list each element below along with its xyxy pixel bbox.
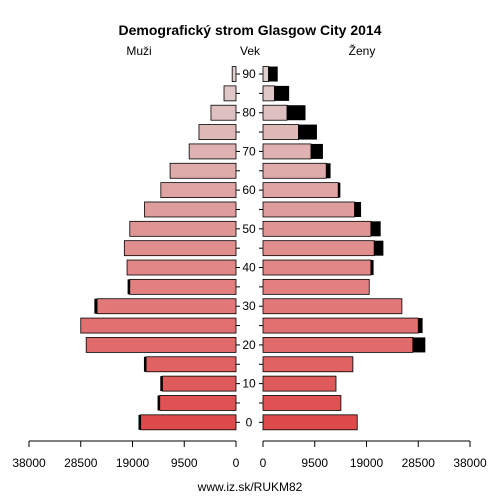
age-label: 40 [242, 261, 256, 275]
bar-women-85-89 [262, 85, 275, 102]
age-label: 90 [242, 67, 256, 81]
x-tick-label-right: 9500 [301, 456, 328, 470]
bars-layer [80, 66, 426, 431]
bar-women-55-59 [262, 201, 355, 218]
age-label: 10 [242, 377, 256, 391]
bar-women-65-69 [262, 162, 327, 179]
bar-men-excess-5-9 [157, 395, 160, 411]
bar-women-60-64 [262, 182, 339, 199]
bar-women-excess-85-89 [274, 85, 290, 101]
bar-women-excess-50-54 [370, 221, 381, 237]
bar-men-45-49 [123, 240, 237, 257]
age-label: 60 [242, 183, 256, 197]
bar-men-excess-0-4 [138, 414, 141, 430]
bar-women-excess-20-24 [412, 337, 426, 353]
bar-men-excess-15-19 [143, 356, 147, 372]
bar-men-50-54 [129, 220, 237, 237]
bar-women-25-29 [262, 317, 419, 334]
bar-men-55-59 [144, 201, 237, 218]
age-label: 20 [242, 338, 256, 352]
bar-women-10-14 [262, 375, 337, 392]
bar-men-30-34 [96, 298, 237, 315]
bar-women-50-54 [262, 220, 372, 237]
bar-women-excess-65-69 [326, 163, 331, 179]
center-label: Vek [240, 44, 261, 58]
age-label: 80 [242, 106, 256, 120]
age-label: 0 [246, 415, 253, 429]
x-tick-label-right: 19000 [350, 456, 384, 470]
bar-men-90+ [231, 66, 237, 82]
bar-women-75-79 [262, 124, 299, 140]
bar-women-90+ [262, 66, 269, 82]
bar-women-excess-40-44 [370, 260, 374, 276]
bar-women-70-74 [262, 143, 312, 160]
x-tick-label-left: 19000 [116, 456, 150, 470]
x-tick-label-left: 28500 [64, 456, 98, 470]
axes-layer: 0 10 20 30 40 50 60 70 80 90 38000 28500 19000 9500 0 0… [12, 67, 487, 470]
bar-women-20-24 [262, 337, 414, 353]
bar-men-85-89 [223, 85, 237, 102]
age-label: 30 [242, 299, 256, 313]
bar-women-15-19 [262, 356, 354, 373]
bar-men-10-14 [162, 375, 237, 392]
bar-men-5-9 [159, 395, 237, 411]
x-tick-label-left: 9500 [171, 456, 198, 470]
bar-men-excess-10-14 [160, 376, 163, 392]
bar-men-65-69 [169, 162, 237, 179]
bar-men-25-29 [80, 317, 237, 334]
bar-women-excess-55-59 [354, 201, 362, 217]
x-tick-label-left: 38000 [12, 456, 46, 470]
bar-women-excess-90+ [268, 66, 278, 82]
right-label: Ženy [349, 43, 376, 58]
bar-women-excess-60-64 [338, 182, 341, 198]
bar-women-excess-45-49 [374, 240, 384, 256]
x-tick-label-left: 0 [233, 456, 240, 470]
bar-women-excess-75-79 [298, 124, 317, 140]
bar-men-60-64 [160, 182, 237, 199]
bar-women-80-84 [262, 104, 288, 121]
bar-women-excess-80-84 [286, 105, 306, 121]
bar-men-35-39 [129, 278, 237, 295]
bar-women-45-49 [262, 240, 375, 257]
x-tick-label-right: 38000 [453, 456, 487, 470]
bar-men-75-79 [198, 124, 237, 140]
bar-men-excess-35-39 [127, 279, 130, 295]
bar-men-40-44 [126, 259, 237, 276]
x-tick-label-right: 0 [260, 456, 267, 470]
bar-men-15-19 [145, 356, 237, 373]
bar-women-40-44 [262, 259, 372, 276]
age-label: 50 [242, 222, 256, 236]
bar-women-5-9 [262, 395, 342, 411]
footer-text: www.iz.sk/RUKM82 [197, 480, 303, 494]
age-label: 70 [242, 144, 256, 158]
bar-men-20-24 [85, 337, 237, 353]
bar-women-35-39 [262, 278, 370, 295]
bar-men-80-84 [210, 104, 237, 121]
bar-men-70-74 [188, 143, 237, 160]
bar-men-0-4 [140, 414, 237, 431]
bar-women-excess-25-29 [418, 318, 423, 334]
bar-women-30-34 [262, 298, 403, 315]
x-tick-label-right: 28500 [402, 456, 436, 470]
bar-men-excess-30-34 [94, 298, 98, 314]
bar-women-0-4 [262, 414, 358, 431]
chart-title: Demografický strom Glasgow City 2014 [119, 22, 382, 38]
bar-women-excess-70-74 [310, 143, 323, 159]
left-label: Muži [126, 44, 151, 58]
